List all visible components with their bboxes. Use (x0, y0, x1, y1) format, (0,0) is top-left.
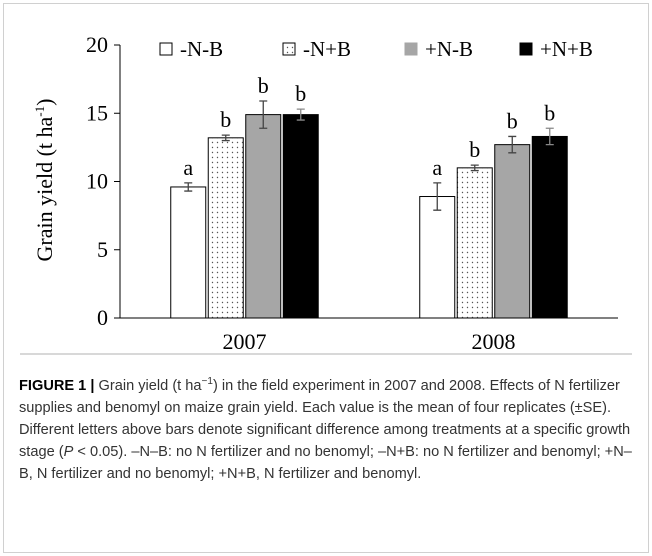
figure-frame (3, 3, 649, 553)
legend-label: +N+B (540, 37, 593, 61)
legend-swatch (519, 42, 533, 56)
legend-swatch (159, 42, 173, 56)
bar (456, 167, 493, 319)
caption-sup: −1 (201, 376, 213, 388)
error-bar (259, 100, 268, 129)
y-axis-label: Grain yield (t ha-1) (32, 99, 57, 262)
bar (531, 135, 568, 319)
significance-letter: b (258, 73, 269, 98)
significance-letter: a (183, 155, 193, 180)
caption-text: ) in the field experiment in 2007 and 20… (19, 378, 631, 460)
bar (170, 186, 207, 319)
caption-text: Grain yield (t ha (94, 378, 202, 394)
caption-label: FIGURE 1 | (19, 378, 95, 394)
significance-letter: b (507, 108, 518, 133)
significance-letter: b (469, 137, 480, 162)
error-bar (221, 134, 230, 142)
bar (494, 144, 531, 319)
significance-letter: b (544, 100, 555, 125)
bar (419, 196, 456, 319)
error-bar (296, 108, 305, 121)
legend-swatch (282, 42, 296, 56)
significance-letter: a (432, 155, 442, 180)
x-tick-label: 2008 (472, 329, 516, 354)
caption-text: < 0.05). –N–B: no N fertilizer and no be… (19, 444, 632, 482)
error-bar (184, 182, 193, 192)
caption: FIGURE 1 | Grain yield (t ha−1) in the f… (19, 375, 639, 485)
legend-label: -N+B (303, 37, 351, 61)
bar (207, 137, 244, 319)
x-tick-label: 2007 (223, 329, 267, 354)
y-tick-label: 20 (86, 32, 108, 57)
chart: Grain yield (t ha-1) 0 5 10 15 20 2007 a b b b 200… (20, 32, 632, 355)
y-tick-label: 5 (97, 237, 108, 262)
significance-letter: b (295, 81, 306, 106)
y-tick-label: 0 (97, 305, 108, 330)
bar (245, 114, 282, 319)
caption-italic: P (63, 444, 74, 460)
y-tick-label: 15 (86, 100, 108, 125)
y-tick-label: 10 (86, 169, 108, 194)
error-bar (470, 164, 479, 172)
legend-label: +N-B (425, 37, 473, 61)
error-bar (545, 127, 554, 146)
significance-letter: b (220, 107, 231, 132)
legend-swatch (404, 42, 418, 56)
error-bar (433, 182, 442, 211)
legend-label: -N-B (180, 37, 223, 61)
bar (282, 114, 319, 319)
error-bar (508, 135, 517, 154)
